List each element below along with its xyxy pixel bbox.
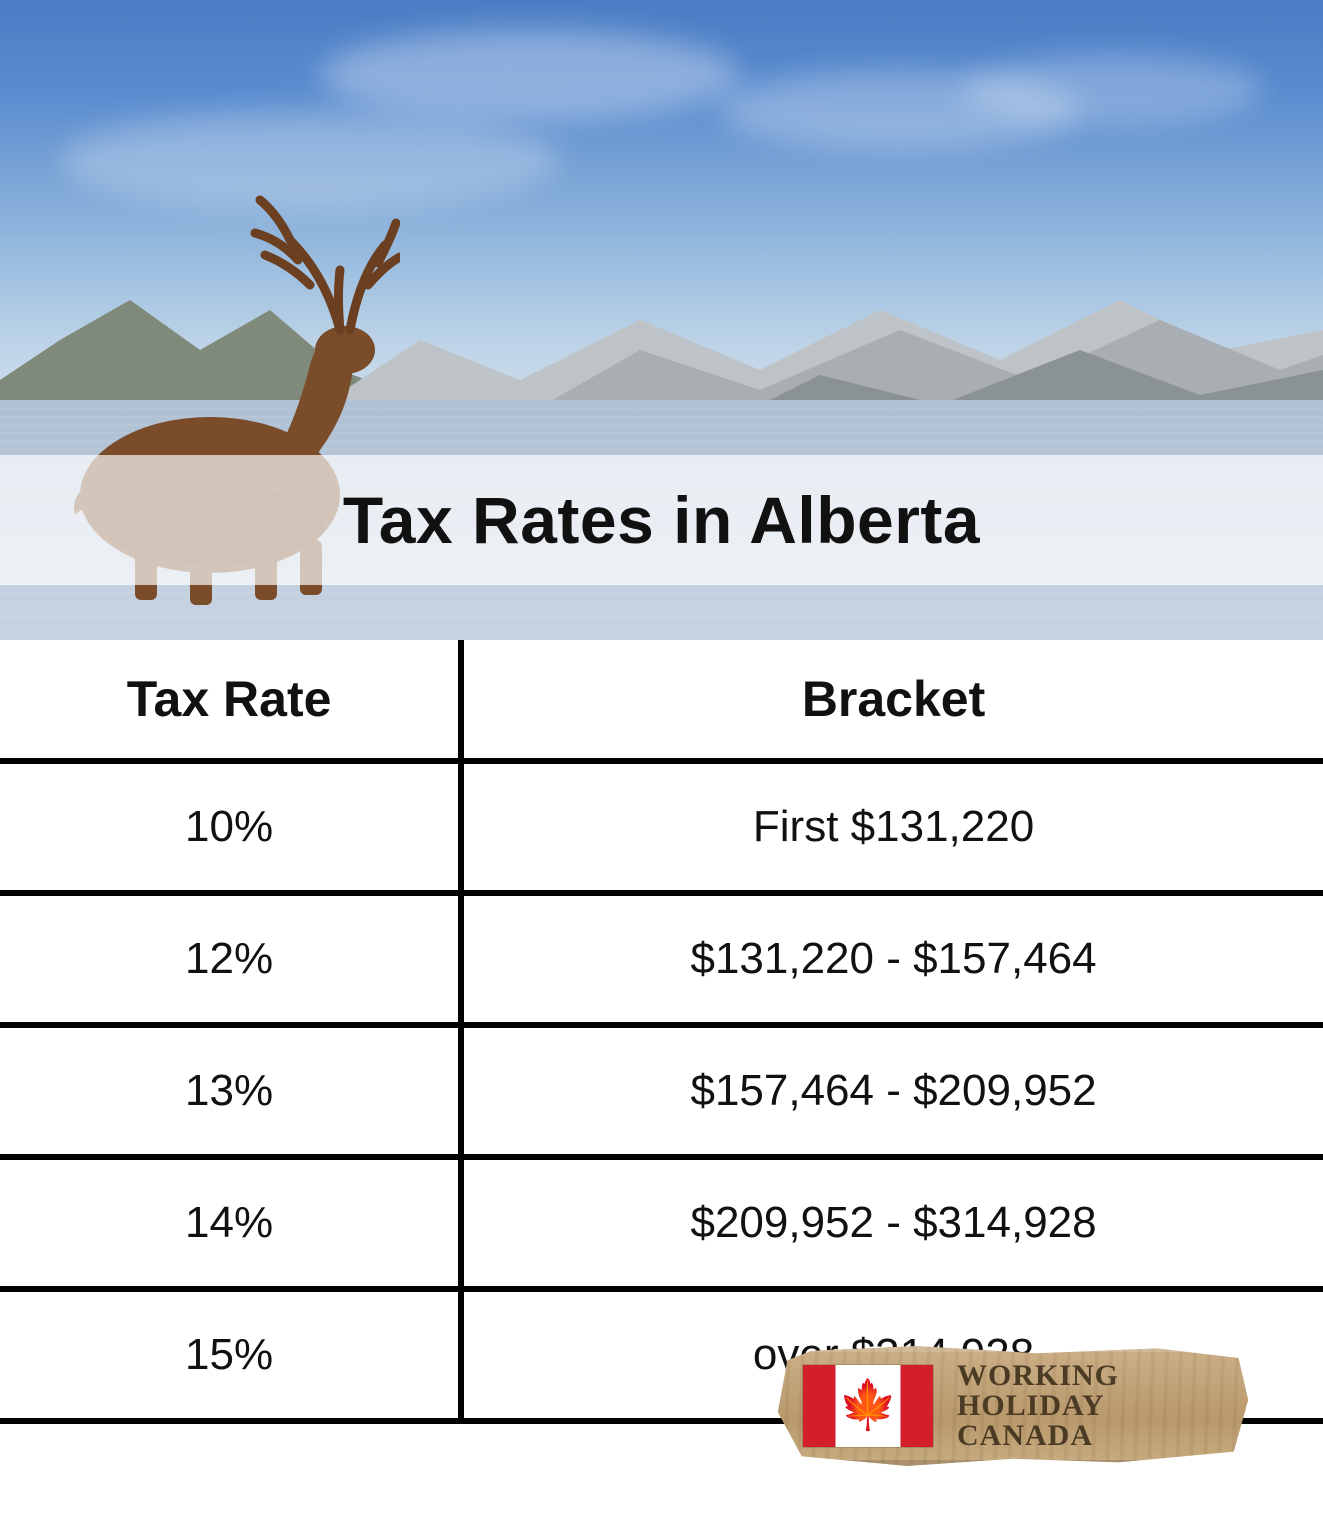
footer-logo: 🍁 WORKING HOLIDAY CANADA bbox=[773, 1346, 1253, 1466]
hero-image: Tax Rates in Alberta bbox=[0, 0, 1323, 640]
logo-text: WORKING HOLIDAY CANADA bbox=[957, 1361, 1119, 1451]
col-header-bracket: Bracket bbox=[461, 640, 1323, 761]
bracket-cell: $209,952 - $314,928 bbox=[461, 1157, 1323, 1289]
rate-cell: 13% bbox=[0, 1025, 461, 1157]
tax-table: Tax Rate Bracket 10% First $131,220 12% … bbox=[0, 640, 1323, 1424]
maple-leaf-icon: 🍁 bbox=[838, 1382, 898, 1430]
rate-cell: 14% bbox=[0, 1157, 461, 1289]
bracket-cell: $157,464 - $209,952 bbox=[461, 1025, 1323, 1157]
logo-line-2: HOLIDAY bbox=[957, 1391, 1119, 1421]
title-band: Tax Rates in Alberta bbox=[0, 455, 1323, 585]
bracket-cell: First $131,220 bbox=[461, 761, 1323, 893]
cloud bbox=[963, 55, 1263, 125]
bracket-cell: $131,220 - $157,464 bbox=[461, 893, 1323, 1025]
col-header-rate: Tax Rate bbox=[0, 640, 461, 761]
rate-cell: 10% bbox=[0, 761, 461, 893]
cloud bbox=[320, 30, 740, 120]
logo-line-3: CANADA bbox=[957, 1421, 1119, 1451]
rate-cell: 15% bbox=[0, 1289, 461, 1421]
rate-cell: 12% bbox=[0, 893, 461, 1025]
logo-line-1: WORKING bbox=[957, 1361, 1119, 1391]
page-title: Tax Rates in Alberta bbox=[343, 482, 980, 558]
canada-flag-icon: 🍁 bbox=[803, 1365, 933, 1447]
